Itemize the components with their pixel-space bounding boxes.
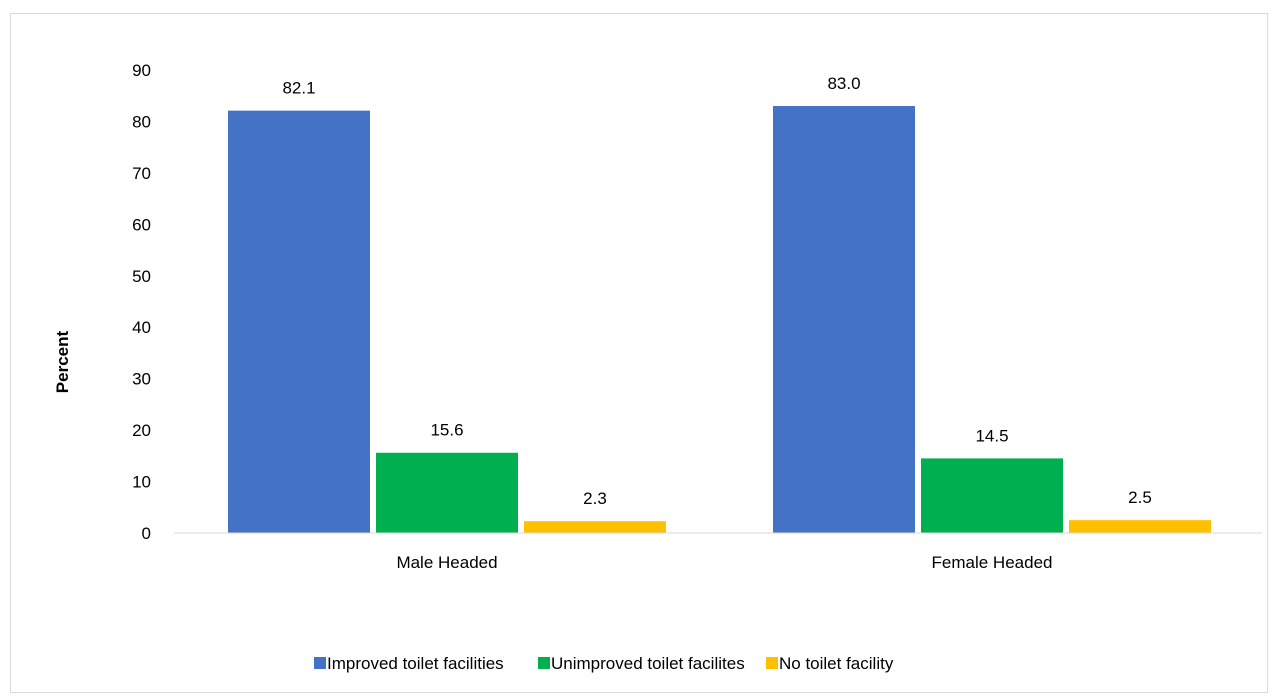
y-tick-label: 20	[132, 421, 151, 440]
bar-3-1	[524, 521, 666, 533]
y-tick-label: 10	[132, 473, 151, 492]
legend-label: Unimproved toilet facilites	[551, 654, 745, 673]
data-label: 2.5	[1128, 488, 1152, 507]
legend-swatch	[314, 657, 326, 669]
legend-label: Improved toilet facilities	[327, 654, 504, 673]
data-label: 2.3	[583, 489, 607, 508]
y-tick-label: 50	[132, 267, 151, 286]
bar-3-2	[1069, 520, 1211, 533]
data-label: 15.6	[430, 421, 463, 440]
y-axis-title: Percent	[53, 330, 72, 393]
y-tick-label: 90	[132, 61, 151, 80]
category-labels: Male Headed Female Headed	[396, 553, 1052, 572]
category-label: Female Headed	[932, 553, 1053, 572]
y-tick-label: 80	[132, 112, 151, 131]
data-label: 83.0	[827, 74, 860, 93]
y-tick-label: 70	[132, 164, 151, 183]
y-tick-label: 60	[132, 215, 151, 234]
data-label: 82.1	[282, 79, 315, 98]
y-tick-label: 30	[132, 370, 151, 389]
bar-2-2	[921, 458, 1063, 533]
y-tick-label: 0	[142, 524, 151, 543]
y-axis-ticks: 0 10 20 30 40 50 60 70 80 90	[132, 61, 151, 543]
y-tick-label: 40	[132, 318, 151, 337]
legend: Improved toilet facilities Unimproved toi…	[314, 654, 894, 673]
bar-1-1	[228, 110, 370, 533]
chart-frame	[10, 13, 1268, 693]
bar-1-2	[773, 106, 915, 533]
bar-2-1	[376, 452, 518, 533]
legend-swatch	[538, 657, 550, 669]
category-label: Male Headed	[396, 553, 497, 572]
legend-swatch	[766, 657, 778, 669]
data-label: 14.5	[975, 426, 1008, 445]
legend-label: No toilet facility	[779, 654, 894, 673]
bars: 82.1 15.6 2.3 83.0 14.5 2.5	[228, 74, 1211, 533]
